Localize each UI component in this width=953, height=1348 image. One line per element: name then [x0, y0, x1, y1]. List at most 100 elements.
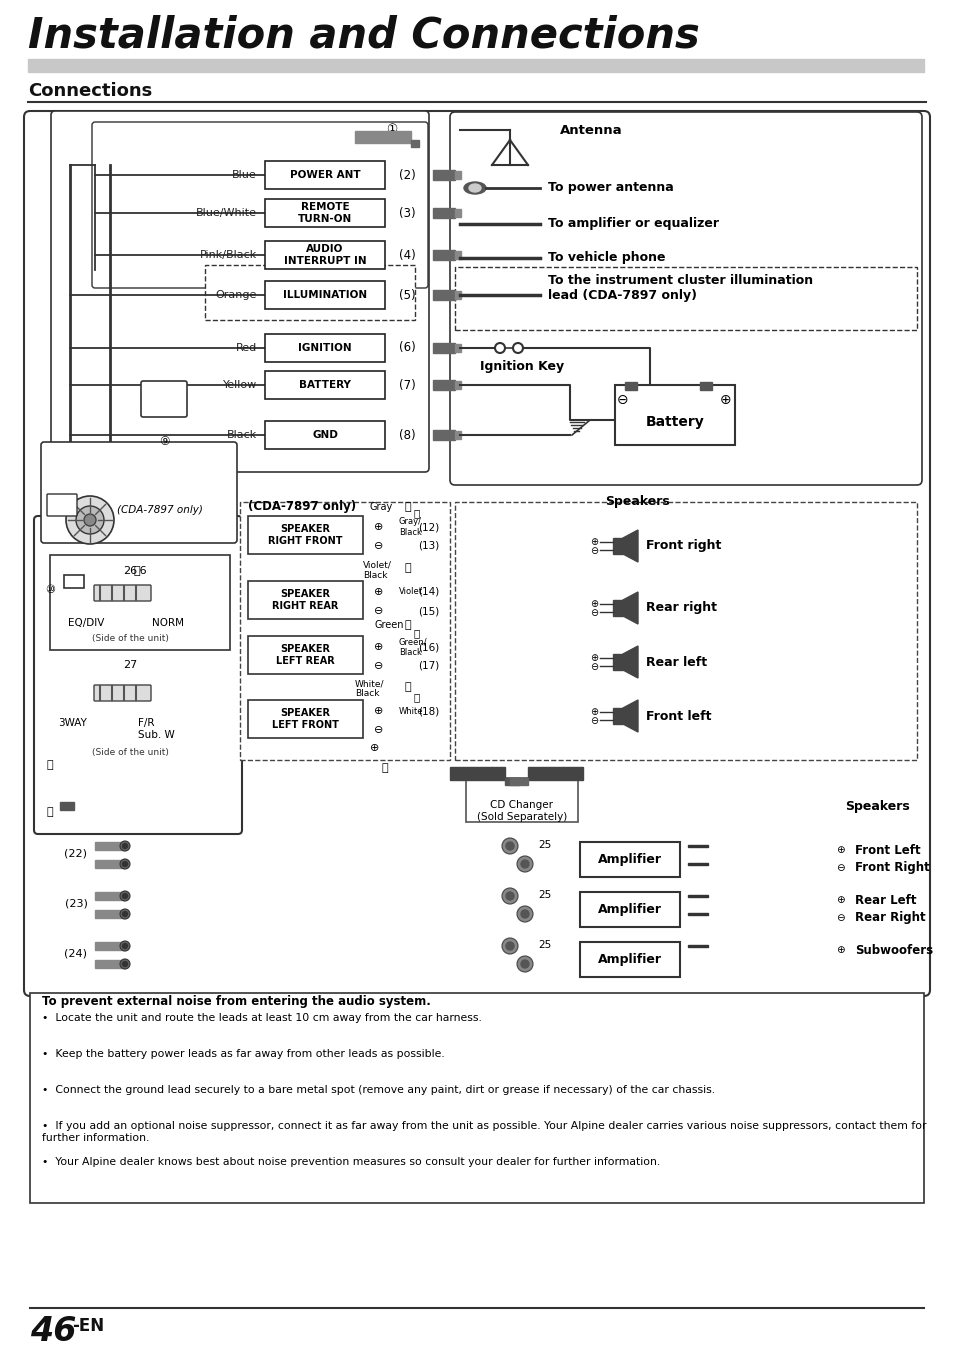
Circle shape: [120, 941, 130, 950]
Text: Front right: Front right: [645, 539, 720, 553]
FancyBboxPatch shape: [141, 381, 187, 417]
Text: Orange: Orange: [215, 290, 256, 301]
Text: Yellow: Yellow: [222, 380, 256, 390]
Text: ⑪: ⑪: [404, 501, 411, 512]
Text: ⊖: ⊖: [589, 608, 598, 617]
Text: ⊕: ⊕: [374, 706, 383, 716]
Text: (14): (14): [418, 586, 439, 597]
Text: ⊖: ⊖: [589, 546, 598, 555]
Text: ⊕: ⊕: [589, 599, 598, 609]
Text: ⊖: ⊖: [835, 913, 843, 923]
Text: Speakers: Speakers: [604, 495, 669, 508]
Circle shape: [505, 892, 514, 900]
Text: Rear Left: Rear Left: [854, 894, 916, 906]
Text: BATTERY: BATTERY: [298, 380, 351, 390]
Text: ⑨: ⑨: [158, 435, 169, 448]
Bar: [433, 342, 455, 353]
Text: (13): (13): [418, 541, 439, 551]
Bar: [700, 381, 711, 390]
Bar: [687, 913, 707, 915]
Text: To prevent external noise from entering the audio system.: To prevent external noise from entering …: [42, 995, 431, 1008]
Ellipse shape: [469, 183, 480, 191]
Bar: [205, 266, 415, 319]
Bar: [613, 654, 622, 670]
Bar: [624, 381, 637, 390]
Circle shape: [122, 911, 128, 917]
Bar: [613, 708, 622, 724]
Text: 25: 25: [537, 840, 551, 851]
Circle shape: [122, 961, 128, 967]
Bar: [355, 131, 411, 143]
Circle shape: [520, 910, 529, 918]
Circle shape: [66, 496, 113, 545]
Text: ⊖: ⊖: [589, 716, 598, 727]
Text: ILLUMINATION: ILLUMINATION: [283, 290, 367, 301]
Text: Green: Green: [375, 620, 404, 630]
Circle shape: [517, 906, 533, 922]
Text: (22): (22): [65, 849, 88, 859]
Text: ⑬: ⑬: [404, 563, 411, 573]
Circle shape: [122, 894, 128, 899]
Text: -EN: -EN: [71, 1317, 104, 1335]
Circle shape: [520, 860, 529, 868]
Text: ⊕: ⊕: [374, 522, 383, 532]
Circle shape: [120, 841, 130, 851]
Text: •  Keep the battery power leads as far away from other leads as possible.: • Keep the battery power leads as far aw…: [42, 1049, 444, 1060]
Bar: [687, 895, 707, 896]
Bar: [450, 767, 504, 780]
Text: ⑮: ⑮: [404, 620, 411, 630]
Text: ⑫: ⑫: [414, 508, 419, 518]
Circle shape: [501, 888, 517, 905]
Text: To power antenna: To power antenna: [547, 182, 673, 194]
Text: Battery: Battery: [645, 415, 703, 429]
Text: Amplifier: Amplifier: [598, 903, 661, 917]
Text: White/: White/: [355, 679, 384, 689]
Bar: [30, 993, 923, 1202]
Polygon shape: [622, 592, 638, 624]
Text: ⊖: ⊖: [374, 607, 383, 616]
Circle shape: [505, 842, 514, 851]
Bar: [455, 381, 460, 390]
Text: Rear left: Rear left: [645, 655, 706, 669]
Circle shape: [120, 909, 130, 919]
Bar: [95, 842, 125, 851]
Bar: [248, 581, 363, 619]
Text: Black: Black: [355, 689, 379, 698]
Text: Sub. W: Sub. W: [138, 731, 174, 740]
Text: ⊕: ⊕: [370, 743, 379, 754]
Circle shape: [501, 838, 517, 855]
Text: Amplifier: Amplifier: [598, 853, 661, 867]
Circle shape: [501, 938, 517, 954]
Text: (7): (7): [398, 379, 415, 391]
Circle shape: [495, 342, 504, 353]
Text: ⑳6: ⑳6: [133, 565, 147, 576]
Text: (5): (5): [398, 288, 415, 302]
Text: (2): (2): [398, 168, 415, 182]
Bar: [265, 241, 385, 270]
Bar: [411, 140, 418, 147]
Text: SPEAKER
LEFT REAR: SPEAKER LEFT REAR: [275, 644, 335, 666]
Bar: [433, 290, 455, 301]
Text: ⊕: ⊕: [835, 895, 843, 905]
Bar: [95, 960, 125, 968]
Text: 26: 26: [123, 566, 137, 576]
Text: SPEAKER
RIGHT REAR: SPEAKER RIGHT REAR: [272, 589, 338, 611]
Bar: [248, 516, 363, 554]
Text: ㉑: ㉑: [381, 763, 388, 772]
Bar: [265, 280, 385, 309]
Text: Amplifier: Amplifier: [598, 953, 661, 967]
Text: Speakers: Speakers: [844, 799, 909, 813]
Circle shape: [76, 506, 104, 534]
Text: Violet/: Violet/: [363, 561, 392, 569]
Text: (CDA-7897 only): (CDA-7897 only): [248, 500, 355, 514]
Bar: [433, 430, 455, 439]
Text: 27: 27: [123, 661, 137, 670]
Text: (23): (23): [65, 899, 88, 909]
Text: IGNITION: IGNITION: [298, 342, 352, 353]
Polygon shape: [622, 646, 638, 678]
Text: Front left: Front left: [645, 709, 711, 723]
Bar: [455, 431, 460, 439]
Text: (15): (15): [418, 607, 439, 616]
Text: Rear right: Rear right: [645, 601, 717, 615]
Bar: [95, 892, 125, 900]
